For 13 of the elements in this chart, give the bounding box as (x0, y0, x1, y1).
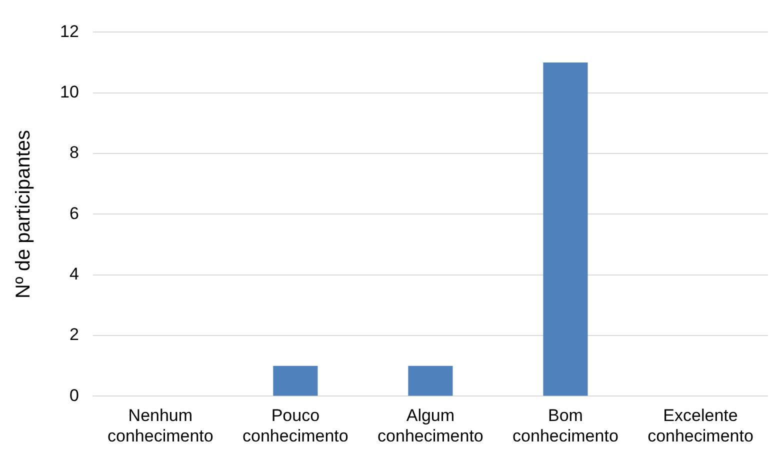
x-tick-label: Nenhum conhecimento (107, 406, 214, 446)
x-tick-label: Pouco conhecimento (242, 406, 348, 446)
y-tick-label: 0 (69, 386, 79, 405)
x-tick-label: Bom conhecimento (512, 406, 618, 446)
y-tick-label: 10 (60, 82, 79, 102)
y-tick-label: 2 (69, 325, 79, 344)
y-tick-label: 12 (60, 22, 79, 41)
x-tick-label: Excelente conhecimento (648, 406, 754, 446)
y-tick-label: 6 (69, 204, 79, 223)
x-tick-label: Algum conhecimento (378, 406, 484, 446)
y-tick-label: 4 (69, 264, 79, 284)
y-axis-title: Nº de participantes (12, 130, 35, 298)
y-tick-label: 8 (69, 143, 79, 162)
